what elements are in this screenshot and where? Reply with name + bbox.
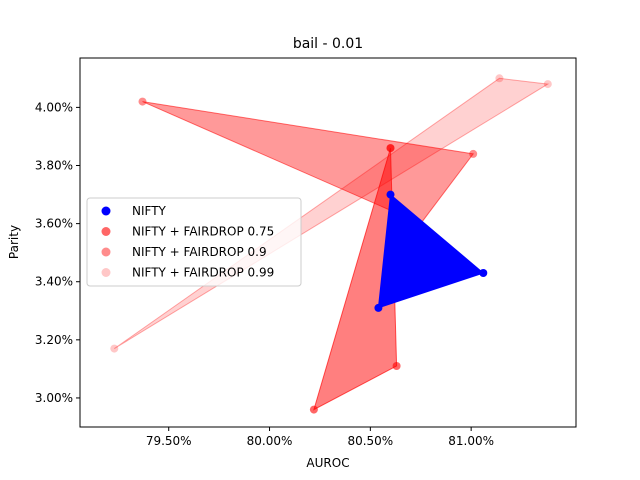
legend-label-2: NIFTY + FAIRDROP 0.9	[132, 245, 267, 259]
hull-series-0	[377, 193, 485, 309]
x-tick-label: 81.00%	[448, 434, 494, 448]
legend-frame	[86, 197, 302, 287]
y-tick-label: 3.00%	[35, 391, 73, 405]
point-layer	[110, 74, 552, 414]
point-series-1-2	[309, 405, 318, 414]
point-series-2-1	[469, 149, 478, 158]
legend-marker-1	[101, 227, 111, 236]
x-tick-label: 80.50%	[347, 434, 393, 448]
legend-label-1: NIFTY + FAIRDROP 0.75	[132, 225, 274, 239]
point-series-0-1	[479, 269, 488, 277]
y-tick-label: 3.20%	[35, 333, 73, 347]
legend-marker-3	[101, 268, 111, 277]
legend-label-3: NIFTY + FAIRDROP 0.99	[132, 266, 274, 280]
y-axis-label: Parity	[7, 225, 21, 259]
plot-frame	[79, 57, 577, 428]
y-tick-label: 3.40%	[35, 275, 73, 289]
x-tick-label: 79.50%	[146, 434, 192, 448]
point-series-1-0	[386, 144, 395, 153]
point-series-0-2	[374, 303, 383, 312]
legend: NIFTY NIFTY + FAIRDROP 0.75 NIFTY + FAIRDR…	[86, 197, 302, 287]
legend-marker-2	[101, 247, 111, 257]
point-series-1-1	[392, 362, 401, 370]
point-series-3-2	[543, 80, 552, 89]
legend-label-0: NIFTY	[132, 204, 167, 218]
y-tick-label: 3.60%	[35, 217, 73, 231]
x-tick-label: 80.00%	[247, 434, 293, 448]
y-tick-label: 4.00%	[35, 100, 73, 114]
x-axis: 79.50% 80.00% 80.50% 81.00%	[146, 427, 494, 448]
point-series-0-0	[386, 190, 395, 199]
y-tick-label: 3.80%	[35, 159, 73, 173]
y-axis: 3.00% 3.20% 3.40% 3.60% 3.80% 4.00%	[35, 100, 80, 405]
point-series-3-0	[110, 344, 119, 353]
legend-marker-0	[101, 206, 111, 216]
point-series-2-0	[138, 97, 147, 106]
point-series-3-1	[495, 74, 504, 83]
chart-title: bail - 0.01	[293, 36, 363, 52]
x-axis-label: AUROC	[306, 456, 349, 470]
